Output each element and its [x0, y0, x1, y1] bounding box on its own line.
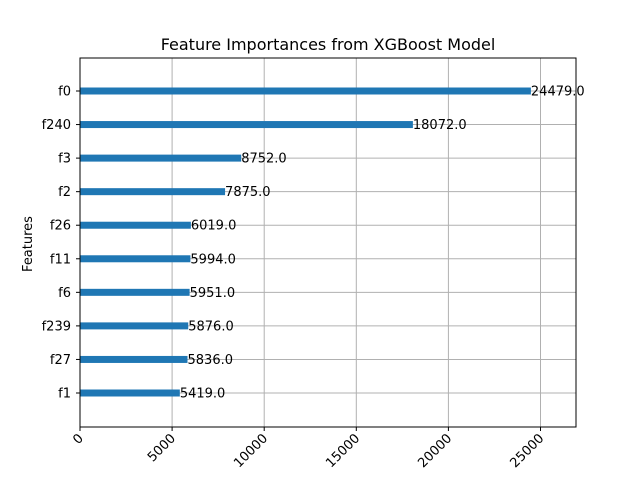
y-axis-label: Features [21, 216, 36, 272]
y-tick-label-f6: f6 [58, 286, 71, 301]
bar-f11 [80, 255, 191, 263]
x-tick-label: 0 [70, 431, 86, 447]
bar-f0 [80, 87, 531, 95]
x-tick-label: 10000 [231, 431, 271, 471]
value-label-f240: 18072.0 [413, 118, 467, 133]
x-tick-label: 5000 [145, 431, 179, 465]
value-label-f27: 5836.0 [188, 353, 234, 368]
value-label-f1: 5419.0 [180, 387, 226, 402]
bar-f240 [80, 121, 413, 129]
value-label-f239: 5876.0 [188, 319, 234, 334]
y-tick-label-f3: f3 [58, 152, 71, 167]
y-tick-label-f239: f239 [42, 319, 71, 334]
value-label-f6: 5951.0 [190, 286, 236, 301]
y-tick-label-f0: f0 [58, 85, 71, 100]
value-label-f11: 5994.0 [190, 252, 236, 267]
bar-f3 [80, 154, 242, 162]
value-label-f2: 7875.0 [225, 185, 271, 200]
grid-lines [79, 58, 576, 427]
x-tick-label: 15000 [323, 431, 363, 471]
y-tick-label-f240: f240 [42, 118, 71, 133]
bar-f27 [80, 355, 188, 363]
value-label-f3: 8752.0 [241, 152, 287, 167]
bars: 24479.0 18072.0 8752.0 7875.0 6019.0 5994.0 59… [80, 85, 585, 402]
value-label-f0: 24479.0 [531, 85, 585, 100]
y-tick-label-f11: f11 [50, 252, 71, 267]
x-tick-label: 20000 [415, 431, 455, 471]
x-tick-label: 25000 [507, 431, 547, 471]
bar-f6 [80, 288, 190, 296]
plot-frame [79, 57, 577, 428]
bar-f1 [80, 389, 180, 397]
bar-f239 [80, 322, 189, 330]
bar-f26 [80, 221, 191, 229]
y-tick-label-f27: f27 [50, 353, 71, 368]
y-tick-label-f1: f1 [58, 387, 71, 402]
x-axis-ticks: 0 5000 10000 15000 20000 25000 [70, 427, 547, 471]
bar-f2 [80, 188, 226, 196]
y-tick-label-f26: f26 [50, 219, 71, 234]
value-label-f26: 6019.0 [191, 219, 237, 234]
y-axis-ticks: f0 f240 f3 f2 f26 f11 f6 f239 f27 f1 [42, 85, 80, 402]
chart-title: Feature Importances from XGBoost Model [161, 35, 496, 54]
y-tick-label-f2: f2 [58, 185, 71, 200]
